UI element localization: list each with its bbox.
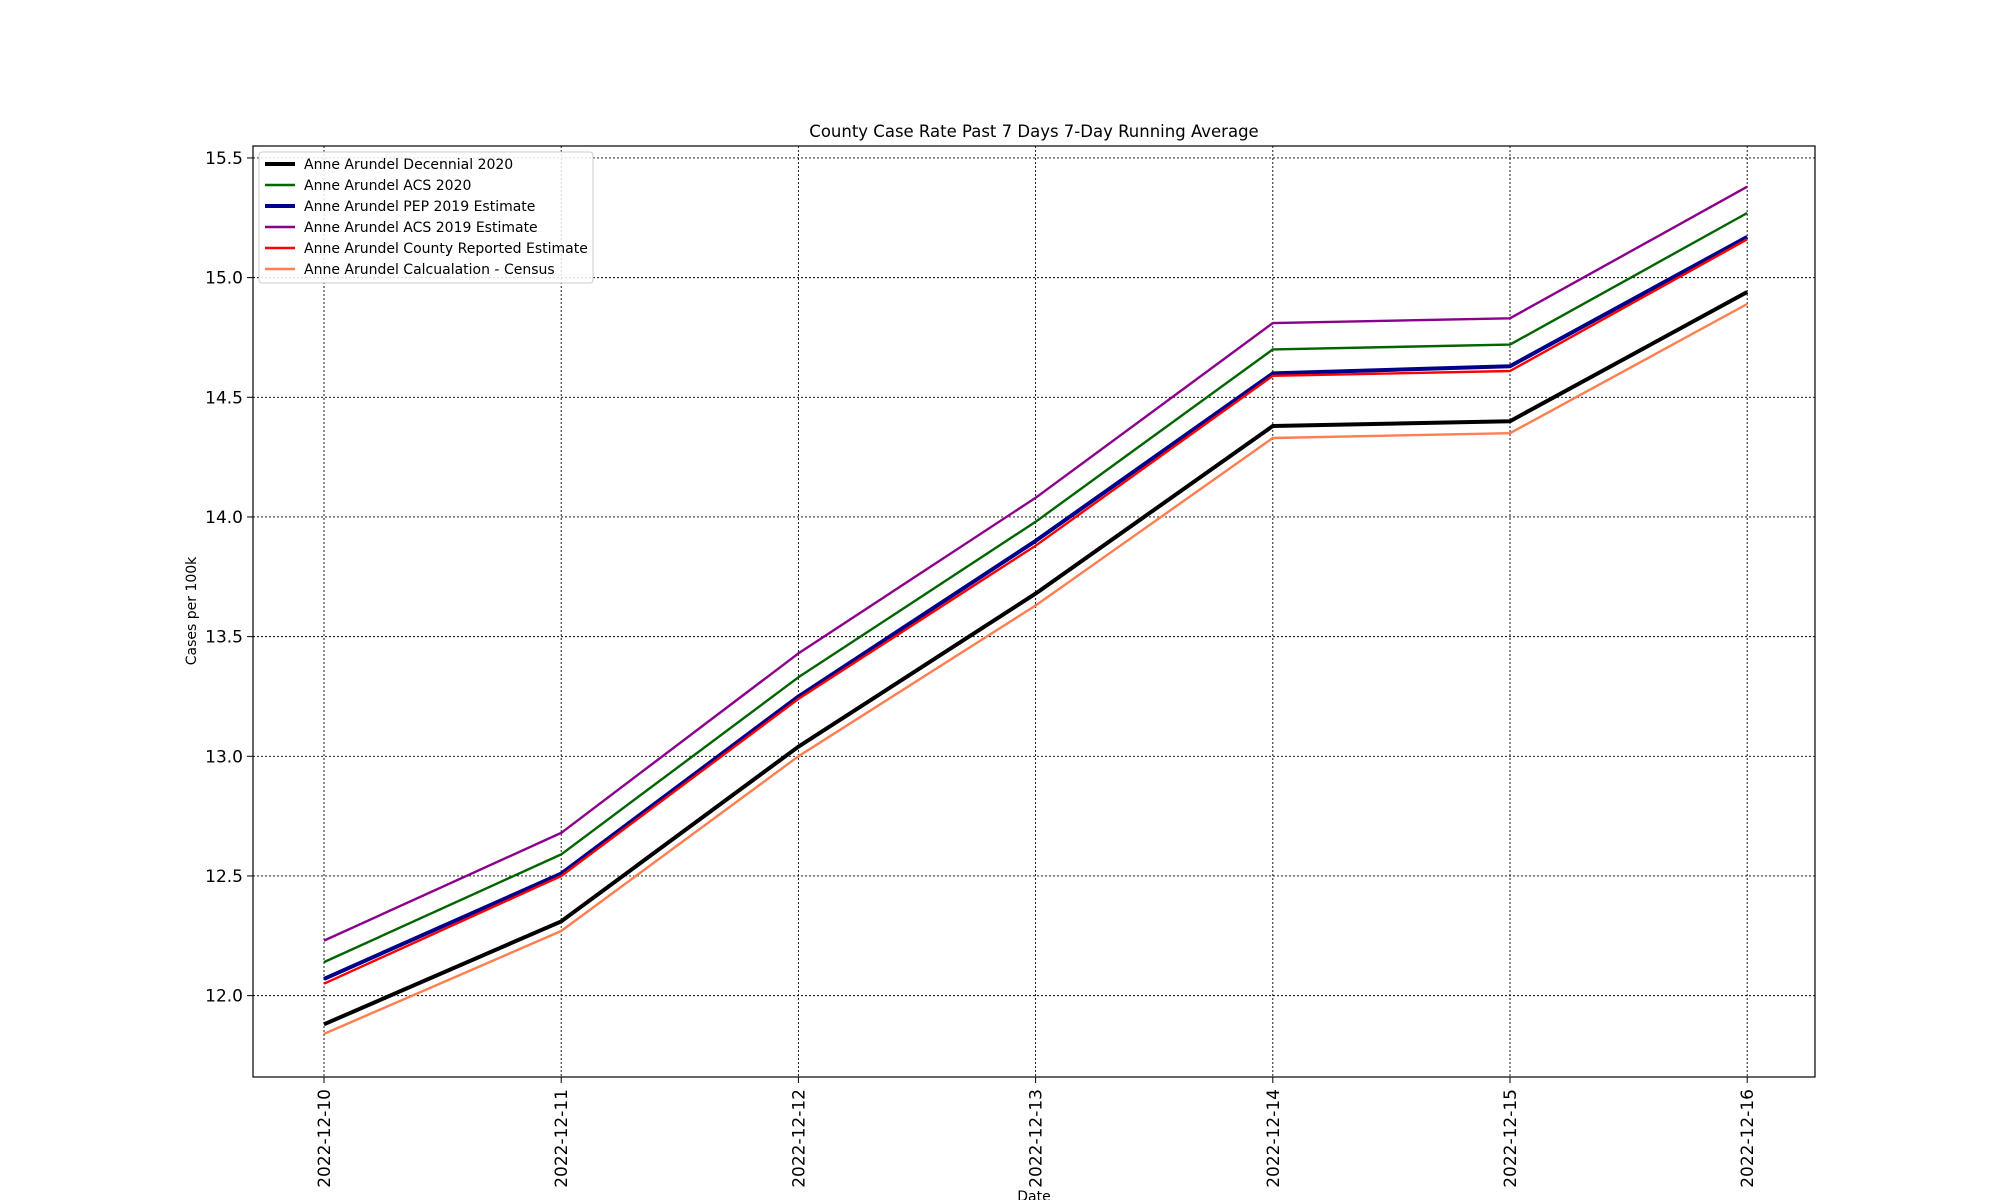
- series-line-2: [323, 211, 1748, 964]
- y-tick-label: 12.5: [205, 867, 243, 887]
- plot-area: [252, 145, 1816, 1078]
- y-tick-label: 13.0: [205, 747, 243, 767]
- legend-label: Anne Arundel PEP 2019 Estimate: [304, 199, 535, 215]
- legend-label: Anne Arundel Decennial 2020: [304, 157, 513, 173]
- y-tick-label: 15.5: [205, 149, 243, 169]
- series-lines: [323, 185, 1749, 1036]
- y-tick-label: 14.5: [205, 388, 243, 408]
- y-axis-ticks: 12.0 12.5 13.0 13.5 14.0 14.5 15.0 15.5: [205, 149, 253, 1007]
- x-tick-label: 2022-12-13: [1027, 1089, 1047, 1188]
- y-axis-label: Cases per 100k: [184, 556, 200, 665]
- legend: Anne Arundel Decennial 2020 Anne Arundel …: [258, 151, 594, 284]
- x-axis-ticks: 2022-12-10 2022-12-11 2022-12-12 2022-12-13…: [315, 1077, 1758, 1188]
- legend-label: Anne Arundel Calcualation - Census: [304, 262, 555, 278]
- series-line-1: [323, 290, 1749, 1027]
- y-tick-label: 14.0: [205, 508, 243, 528]
- x-tick-label: 2022-12-16: [1738, 1089, 1758, 1188]
- y-tick-label: 12.0: [205, 987, 243, 1007]
- legend-label: Anne Arundel ACS 2019 Estimate: [304, 220, 538, 236]
- series-line-6: [323, 302, 1748, 1036]
- y-tick-label: 15.0: [205, 269, 243, 289]
- grid: [253, 146, 1815, 1077]
- x-tick-label: 2022-12-10: [315, 1089, 335, 1188]
- legend-label: Anne Arundel County Reported Estimate: [304, 241, 588, 257]
- x-tick-label: 2022-12-12: [789, 1089, 809, 1188]
- series-line-5: [323, 238, 1748, 985]
- x-tick-label: 2022-12-15: [1501, 1089, 1521, 1188]
- legend-label: Anne Arundel ACS 2020: [304, 178, 471, 194]
- x-tick-label: 2022-12-11: [552, 1089, 572, 1188]
- chart-title: County Case Rate Past 7 Days 7-Day Runni…: [809, 122, 1258, 141]
- series-line-3: [323, 235, 1749, 981]
- legend-box: [258, 151, 594, 284]
- y-tick-label: 13.5: [205, 628, 243, 648]
- x-axis-label: Date: [1017, 1189, 1050, 1200]
- x-tick-label: 2022-12-14: [1264, 1089, 1284, 1188]
- series-line-4: [323, 185, 1748, 942]
